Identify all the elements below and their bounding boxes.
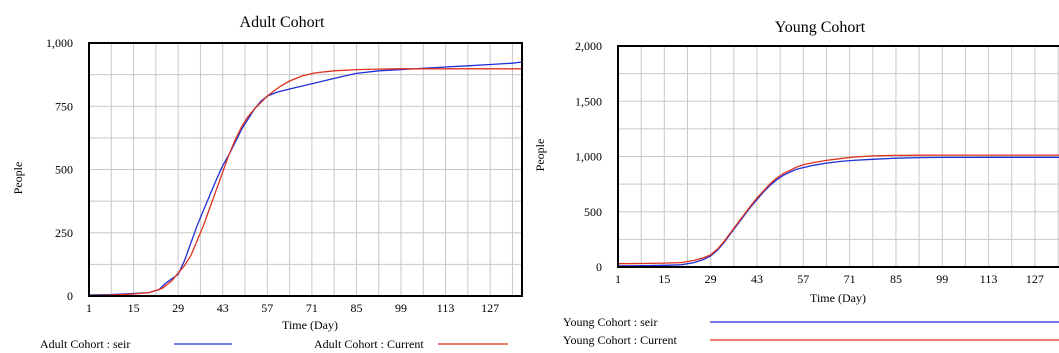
y-tick-label: 2,000 xyxy=(575,39,602,53)
y-tick-label: 1,000 xyxy=(575,150,602,164)
x-tick-label: 99 xyxy=(395,301,407,315)
young-cohort-chart: Young Cohort 1 15 29 43 57 71 85 99 113 127 0 500 1,… xyxy=(533,19,1059,347)
adult-cohort-chart: Adult Cohort 1 15 29 43 57 71 85 99 113 127 0 250 50… xyxy=(11,14,523,351)
x-tick-label: 113 xyxy=(980,272,998,286)
x-axis-label: Time (Day) xyxy=(282,318,338,332)
plot-frame xyxy=(617,45,1059,268)
chart-title: Young Cohort xyxy=(775,19,866,36)
y-tick-label: 250 xyxy=(55,226,73,240)
y-tick-label: 500 xyxy=(584,205,602,219)
legend-label: Young Cohort : Current xyxy=(563,333,677,347)
legend-label: Young Cohort : seir xyxy=(563,315,657,329)
y-axis-label: People xyxy=(11,162,25,195)
plot-frame xyxy=(88,42,523,297)
series-line-current xyxy=(88,68,522,297)
x-tick-label: 43 xyxy=(751,272,763,286)
x-tick-label: 57 xyxy=(261,301,273,315)
series-line-seir xyxy=(88,61,523,296)
y-tick-label: 0 xyxy=(67,289,73,303)
legend-label: Adult Cohort : seir xyxy=(40,337,130,351)
y-tick-label: 750 xyxy=(55,99,73,113)
y-tick-label: 500 xyxy=(55,163,73,177)
x-tick-label: 85 xyxy=(890,272,902,286)
x-tick-label: 1 xyxy=(615,272,621,286)
y-tick-label: 0 xyxy=(596,260,602,274)
y-axis-label: People xyxy=(533,139,547,172)
y-tick-label: 1,500 xyxy=(575,94,602,108)
x-tick-label: 15 xyxy=(658,272,670,286)
x-axis-label: Time (Day) xyxy=(810,291,866,305)
y-tick-label: 1,000 xyxy=(46,36,73,50)
series-line-current xyxy=(617,154,1059,265)
series-line-seir xyxy=(617,156,1059,267)
x-tick-label: 127 xyxy=(1026,272,1044,286)
x-tick-label: 29 xyxy=(705,272,717,286)
x-tick-label: 1 xyxy=(86,301,92,315)
legend-label: Adult Cohort : Current xyxy=(314,337,424,351)
x-tick-label: 29 xyxy=(172,301,184,315)
x-tick-label: 85 xyxy=(350,301,362,315)
x-tick-label: 99 xyxy=(936,272,948,286)
x-tick-label: 71 xyxy=(306,301,318,315)
x-tick-label: 43 xyxy=(217,301,229,315)
x-tick-label: 15 xyxy=(128,301,140,315)
x-tick-label: 71 xyxy=(844,272,856,286)
chart-title: Adult Cohort xyxy=(240,14,325,31)
x-tick-label: 57 xyxy=(797,272,809,286)
x-tick-label: 127 xyxy=(481,301,499,315)
x-tick-label: 113 xyxy=(437,301,455,315)
